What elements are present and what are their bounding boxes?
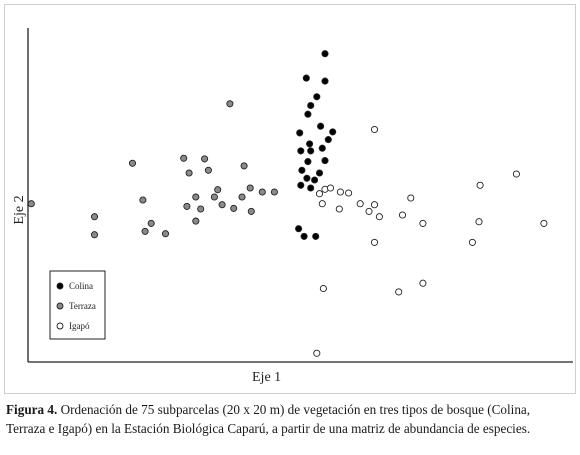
point-colina-14 [307,147,315,155]
point-igapo-2 [315,190,324,198]
point-igapo-17 [476,181,484,189]
point-terraza-23 [238,193,246,201]
caption-text: Ordenación de 75 subparcelas (20 x 20 m)… [6,402,531,436]
point-terraza-8 [141,227,149,235]
point-igapo-1 [370,125,379,134]
point-terraza-20 [192,217,200,225]
point-igapo-8 [335,205,343,213]
point-terraza-22 [230,204,238,212]
point-terraza-19 [197,205,205,213]
point-igapo-13 [398,211,407,219]
y-axis-label: Eje 2 [12,195,27,224]
point-terraza-18 [192,193,200,201]
point-colina-7 [317,122,325,130]
x-axis-label: Eje 1 [252,370,281,385]
point-colina-3 [321,77,329,85]
point-igapo-25 [313,349,321,357]
figure-frame [4,4,576,394]
point-terraza-5 [139,196,147,204]
point-terraza-14 [240,162,248,170]
points-layer [27,50,548,357]
point-igapo-10 [365,207,373,215]
point-colina-12 [318,144,326,152]
point-colina-18 [315,169,324,177]
point-terraza-13 [226,100,234,108]
point-colina-15 [304,158,312,166]
point-colina-16 [321,157,329,165]
point-terraza-21 [183,202,191,210]
point-terraza-4 [128,159,137,167]
legend-label-terraza: Terraza [69,301,96,311]
point-terraza-25 [247,207,255,215]
point-colina-19 [303,174,311,182]
point-terraza-3 [90,231,99,239]
point-igapo-5 [336,188,344,196]
point-colina-5 [307,101,315,110]
legend-label-colina: Colina [69,281,93,291]
scatter-plot: Eje 1 Eje 2 Colina Terraza Igapó [12,28,573,385]
point-colina-2 [302,74,310,82]
point-terraza-10 [185,169,193,177]
point-colina-13 [297,147,305,155]
legend-marker-terraza [56,302,64,310]
point-colina-1 [321,50,329,58]
point-terraza-16 [210,193,218,201]
point-igapo-12 [375,213,383,221]
point-terraza-2 [90,213,99,221]
point-colina-23 [295,225,303,233]
point-terraza-26 [258,188,266,196]
point-colina-6 [304,110,312,118]
point-terraza-27 [270,188,278,196]
point-igapo-19 [475,218,483,226]
point-igapo-18 [512,170,520,178]
point-terraza-7 [161,230,170,238]
point-terraza-12 [204,166,212,174]
point-igapo-16 [370,238,379,246]
point-igapo-24 [319,284,327,293]
point-terraza-15 [214,186,222,194]
point-igapo-9 [356,200,364,208]
point-terraza-9 [180,154,188,162]
point-igapo-4 [326,184,335,192]
point-colina-9 [296,129,304,137]
point-colina-8 [329,128,337,136]
point-colina-4 [313,93,321,101]
point-colina-10 [324,136,332,144]
point-igapo-23 [395,288,403,296]
legend-marker-colina [56,282,64,290]
legend-label-igapo: Igapó [69,321,90,331]
caption-label: Figura 4. [6,402,58,417]
point-colina-20 [311,176,319,184]
point-terraza-6 [147,219,155,227]
point-colina-17 [298,166,306,174]
point-terraza-1 [27,200,35,208]
point-terraza-17 [218,201,226,209]
point-terraza-24 [246,184,254,192]
point-colina-22 [307,184,315,192]
point-igapo-20 [540,219,548,227]
point-igapo-15 [419,219,427,227]
figure-caption: Figura 4. Ordenación de 75 subparcelas (… [6,400,572,438]
point-igapo-22 [419,279,427,287]
point-colina-21 [297,181,305,189]
point-igapo-11 [370,201,379,209]
point-colina-24 [300,232,308,240]
point-terraza-11 [201,155,209,163]
point-igapo-21 [468,238,476,246]
point-igapo-7 [318,200,326,208]
legend: Colina Terraza Igapó [49,270,106,340]
point-colina-11 [306,140,314,148]
point-igapo-6 [345,189,353,197]
point-colina-25 [312,232,320,240]
legend-marker-igapo [56,322,64,330]
point-igapo-14 [407,194,415,202]
